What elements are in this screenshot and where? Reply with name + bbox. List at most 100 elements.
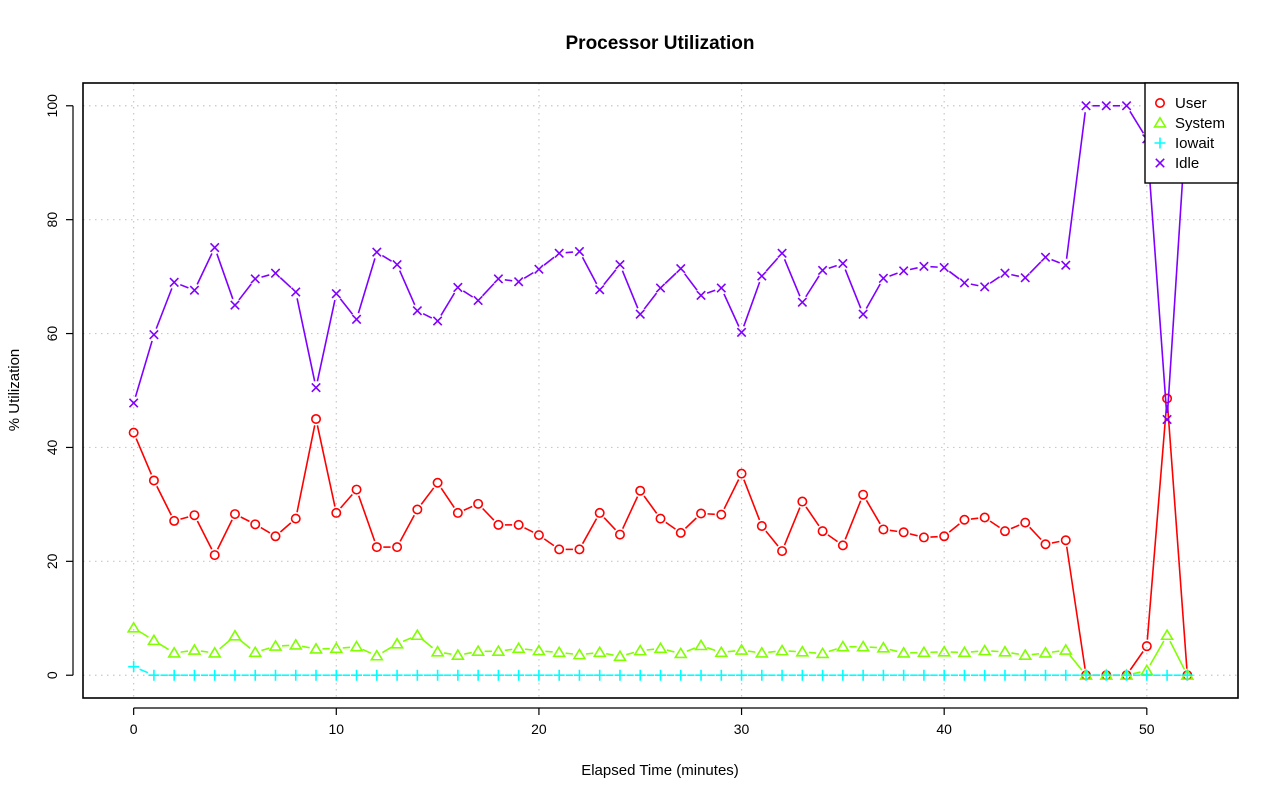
- iowait-point-31: [756, 669, 768, 681]
- user-point-26: [655, 513, 666, 524]
- user-segment: [357, 495, 376, 542]
- iowait-point-51: [1161, 669, 1173, 681]
- user-segment: [1029, 526, 1042, 541]
- iowait-point-29: [715, 669, 727, 681]
- iowait-point-13: [391, 669, 403, 681]
- system-point-19: [511, 641, 526, 654]
- system-point-34: [815, 646, 830, 659]
- user-segment: [524, 527, 534, 533]
- user-point-2: [169, 515, 180, 526]
- idle-point-30: [736, 327, 747, 338]
- idle-point-40: [939, 262, 949, 273]
- user-point-12: [371, 542, 382, 553]
- system-point-42: [977, 643, 992, 656]
- system-point-22: [572, 647, 587, 660]
- idle-segment: [1129, 110, 1145, 134]
- system-point-28: [694, 638, 708, 651]
- system-point-39: [917, 645, 931, 658]
- idle-segment: [316, 299, 336, 382]
- system-segment: [200, 650, 209, 653]
- idle-point-47: [1081, 101, 1091, 111]
- system-point-15: [430, 645, 445, 657]
- x-axis-label: Elapsed Time (minutes): [581, 762, 739, 779]
- iowait-point-10: [330, 669, 342, 681]
- idle-segment: [462, 290, 474, 298]
- idle-segment: [948, 270, 960, 280]
- idle-point-5: [230, 300, 240, 310]
- idle-point-43: [1000, 268, 1010, 278]
- idle-point-35: [838, 258, 848, 269]
- system-segment: [605, 652, 614, 656]
- user-point-43: [999, 526, 1010, 537]
- user-point-1: [148, 475, 159, 486]
- idle-point-38: [898, 266, 909, 276]
- chart-title: Processor Utilization: [566, 33, 755, 54]
- user-point-3: [189, 510, 200, 521]
- idle-point-8: [290, 287, 301, 297]
- iowait-point-5: [229, 669, 241, 681]
- user-segment: [765, 530, 779, 547]
- idle-point-24: [615, 259, 625, 270]
- iowait-point-21: [553, 669, 565, 681]
- idle-point-25: [635, 309, 646, 319]
- idle-segment: [196, 253, 213, 285]
- y-tick-label-80: 80: [44, 212, 60, 228]
- idle-segment: [664, 272, 677, 285]
- system-point-8: [288, 638, 303, 650]
- system-point-44: [1018, 648, 1033, 660]
- system-segment: [421, 638, 434, 649]
- system-point-29: [714, 645, 729, 658]
- system-segment: [464, 651, 472, 655]
- idle-segment: [134, 340, 153, 398]
- user-point-34: [817, 526, 828, 537]
- system-segment: [1132, 671, 1141, 675]
- idle-segment: [603, 269, 617, 286]
- iowait-point-28: [695, 669, 707, 681]
- y-tick-label-40: 40: [44, 439, 60, 455]
- user-segment: [216, 519, 233, 550]
- system-point-32: [775, 643, 789, 656]
- idle-point-13: [392, 259, 402, 270]
- user-point-28: [696, 508, 707, 519]
- iowait-point-0: [128, 661, 140, 673]
- user-segment: [1129, 651, 1144, 671]
- idle-point-1: [149, 329, 159, 340]
- idle-point-37: [878, 273, 889, 284]
- user-point-27: [675, 527, 686, 538]
- system-segment: [706, 646, 716, 652]
- system-segment: [727, 650, 736, 653]
- system-point-16: [450, 648, 465, 660]
- user-segment: [665, 521, 676, 530]
- user-point-22: [574, 544, 585, 555]
- idle-point-4: [209, 242, 220, 253]
- iowait-point-18: [492, 669, 504, 681]
- system-point-38: [896, 646, 911, 658]
- idle-segment: [296, 298, 316, 382]
- system-point-9: [309, 642, 323, 654]
- idle-segment: [179, 283, 189, 289]
- user-segment: [1166, 404, 1188, 669]
- idle-point-48: [1101, 101, 1112, 111]
- user-point-18: [493, 519, 504, 530]
- user-segment: [543, 538, 555, 547]
- user-point-25: [635, 485, 646, 496]
- idle-point-16: [453, 282, 463, 293]
- legend-marker-user: [1155, 98, 1166, 109]
- iowait-point-39: [918, 669, 930, 681]
- system-point-46: [1058, 643, 1073, 655]
- idle-point-31: [757, 271, 767, 281]
- iowait-point-30: [736, 669, 748, 681]
- idle-point-10: [331, 288, 342, 299]
- system-point-31: [754, 646, 769, 658]
- idle-segment: [523, 271, 534, 279]
- user-segment: [948, 523, 960, 533]
- iowait-point-48: [1100, 669, 1112, 681]
- idle-segment: [684, 273, 698, 291]
- idle-point-2: [169, 277, 179, 288]
- user-point-19: [513, 519, 524, 530]
- iowait-point-6: [249, 669, 261, 681]
- system-point-40: [937, 645, 952, 657]
- user-segment: [440, 487, 455, 508]
- idle-point-6: [250, 274, 261, 284]
